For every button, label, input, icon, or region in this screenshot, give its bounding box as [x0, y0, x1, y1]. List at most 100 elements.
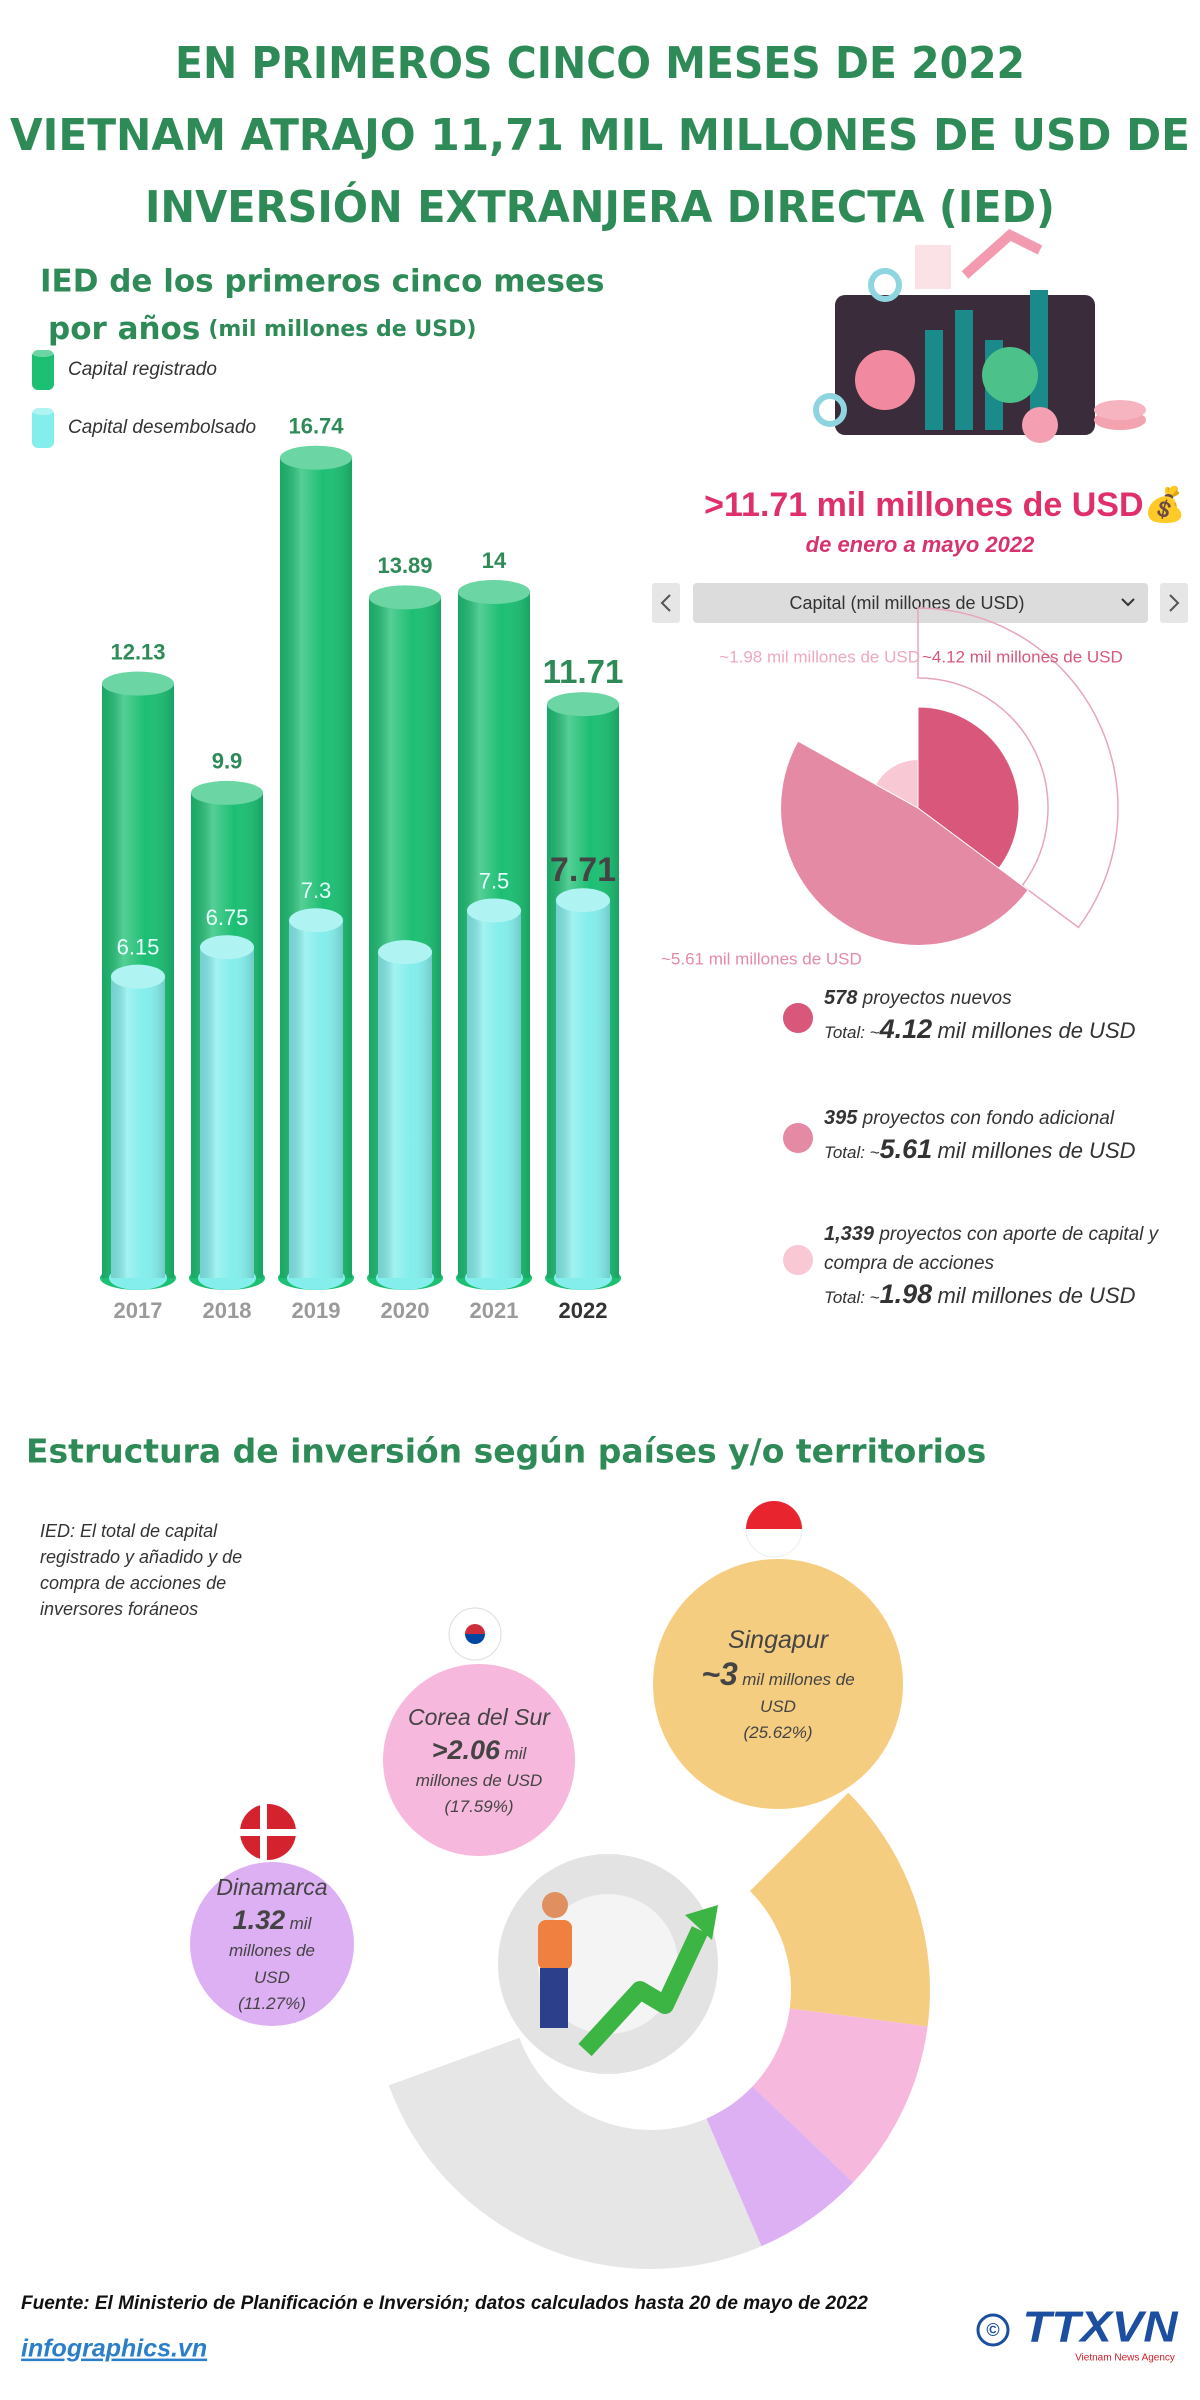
bar-value-label: 14 [482, 548, 507, 573]
pie-slice [780, 740, 1029, 946]
bar-shade [556, 900, 610, 1278]
legend-line: Total: ~5.61 mil millones de USD [824, 1135, 1184, 1167]
bar-cap-light [458, 580, 530, 604]
bar-value-label: 12.13 [110, 639, 165, 664]
legend-total-prefix: Total: ~ [824, 1143, 880, 1162]
bar-cap [102, 671, 174, 696]
bar-cap-light [467, 898, 521, 923]
x-tick-label: 2018 [203, 1298, 252, 1323]
selector-label[interactable]: Capital (mil millones de USD) [789, 593, 1024, 613]
country-amount: ~3 mil millones de USD [687, 1658, 868, 1721]
country-name: Dinamarca [216, 1874, 328, 1900]
country-amount: >2.06 mil millones de USD [409, 1736, 548, 1795]
next-chevron [1169, 594, 1180, 612]
legend-text: proyectos con fondo adicional [862, 1108, 1115, 1129]
country-share: (25.62%) [743, 1722, 813, 1742]
bar-value-label: 11.71 [543, 653, 624, 690]
country-name: Corea del Sur [408, 1703, 550, 1730]
donut-segment [706, 2086, 854, 2247]
logo: TTXVN [1023, 2303, 1179, 2352]
slice-highlight [917, 607, 1119, 929]
legend-item: 578 proyectos nuevos Total: ~4.12 mil mil… [824, 984, 1184, 1047]
country-bubble: Singapur ~3 mil millones de USD (25.62%) [653, 1559, 903, 1809]
x-tick-label: 2017 [114, 1298, 163, 1323]
bar-cap-light [369, 585, 441, 610]
legend-text: proyectos nuevos [862, 988, 1012, 1009]
country-amount: 1.32 mil millones de USD [213, 1907, 332, 1992]
bar-shade [289, 920, 343, 1278]
amount: ~3 [701, 1655, 738, 1692]
bar-value-label: 7.71 [550, 851, 616, 889]
legend-label: Capital registrado [68, 359, 217, 380]
legend-total-prefix: Total: ~ [824, 1023, 880, 1042]
country-share: (11.27%) [238, 1994, 306, 2013]
legend-dot [783, 1003, 813, 1033]
flag [465, 1634, 485, 1644]
legend-swatch-cap [32, 407, 54, 415]
bar-cap [111, 964, 165, 989]
selector-chevron [1121, 598, 1135, 607]
legend-count: 1,339 [824, 1223, 875, 1245]
logo-sub: Vietnam News Agency [1075, 2353, 1175, 2364]
legend-count: 395 [824, 1107, 858, 1129]
country-bubble: Corea del Sur >2.06 mil millones de USD (1… [383, 1664, 575, 1856]
bar-cap-light [547, 692, 619, 717]
legend-label: Capital desembolsado [68, 417, 256, 438]
center-illustration [498, 1854, 718, 2074]
bar-cap [547, 692, 619, 717]
title-line: INVERSIÓN EXTRANJERA DIRECTA (IED) [145, 180, 1055, 233]
donut-title: Estructura de inversión según países y/o… [26, 1432, 986, 1471]
x-tick-label: 2022 [559, 1298, 608, 1323]
copyright: © [986, 2320, 999, 2340]
flag [465, 1624, 485, 1634]
bar-cap-light [191, 780, 263, 805]
bar-value-label: 7.5 [479, 868, 510, 893]
bar-cap-light [280, 445, 352, 470]
legend-line: 1,339 proyectos con aporte de capital y … [824, 1220, 1184, 1278]
legend-count: 578 [824, 987, 858, 1009]
bar-value-label: 9.9 [212, 749, 243, 774]
selector[interactable] [693, 583, 1148, 623]
bar-cap-light [200, 935, 254, 960]
legend-line: 395 proyectos con fondo adicional [824, 1104, 1184, 1133]
source: Fuente: El Ministerio de Planificación e… [21, 2293, 868, 2314]
bar-cap-light [378, 940, 432, 965]
bar-chart-subtitle: por años (mil millones de USD) [48, 311, 476, 347]
x-tick-label: 2020 [381, 1298, 430, 1323]
bar-cap [556, 888, 610, 913]
site-link[interactable]: infographics.vn [21, 2335, 207, 2363]
bar-cap-light [289, 908, 343, 933]
prev-chevron [660, 594, 671, 612]
next-button[interactable] [1160, 583, 1188, 623]
bar-value-label: 16.74 [288, 414, 344, 439]
legend-total-prefix: Total: ~ [824, 1288, 880, 1307]
pie-title: >11.71 mil millones de USD💰 [704, 485, 1186, 525]
legend-item: 395 proyectos con fondo adicional Total: … [824, 1104, 1184, 1167]
x-tick-label: 2021 [470, 1298, 519, 1323]
bar-chart-title: IED de los primeros cinco meses [40, 264, 604, 300]
bar-value-label: 6.15 [117, 934, 160, 959]
bar-cap-light [102, 671, 174, 696]
bar-cap [191, 780, 263, 805]
amount-unit: mil millones de USD [415, 1743, 543, 1790]
pie-label: ~1.98 mil millones de USD [719, 647, 920, 666]
donut-segment [752, 2008, 928, 2183]
bar-shade [378, 952, 432, 1278]
bar-cap [467, 898, 521, 923]
bar-cap [200, 935, 254, 960]
pie-label: ~4.12 mil millones de USD [922, 647, 1123, 666]
bar-shade [467, 910, 521, 1278]
bar-cap [280, 445, 352, 470]
legend-dot [783, 1123, 813, 1153]
bar-cap [369, 585, 441, 610]
bar-value-label: 6.75 [206, 905, 249, 930]
x-tick-label: 2019 [292, 1298, 341, 1323]
prev-button[interactable] [652, 583, 680, 623]
bar-value-label: 13.89 [377, 553, 432, 578]
country-bubble: Dinamarca 1.32 mil millones de USD (11.27%… [190, 1862, 354, 2026]
illustration [813, 229, 1146, 443]
country-share: (17.59%) [444, 1796, 514, 1816]
pie-subtitle: de enero a mayo 2022 [806, 532, 1035, 557]
